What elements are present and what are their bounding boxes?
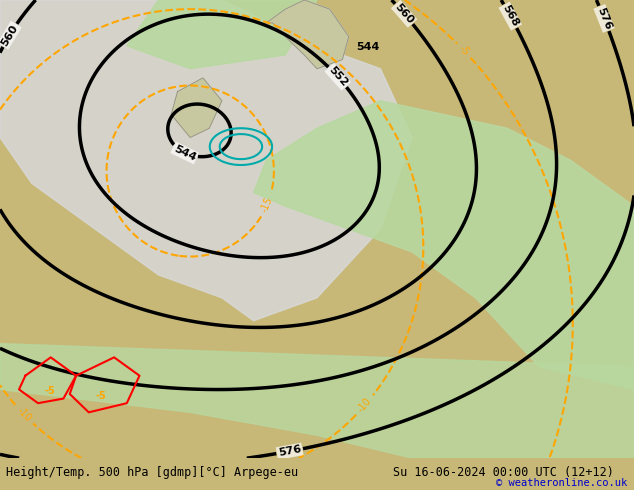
Polygon shape [0, 343, 634, 458]
Text: Su 16-06-2024 00:00 UTC (12+12): Su 16-06-2024 00:00 UTC (12+12) [393, 466, 614, 479]
Text: © weatheronline.co.uk: © weatheronline.co.uk [496, 478, 628, 489]
Text: -15: -15 [259, 196, 275, 214]
Text: 576: 576 [595, 6, 613, 31]
Text: -5: -5 [44, 386, 55, 396]
Polygon shape [0, 0, 412, 321]
Text: 576: 576 [277, 444, 302, 458]
Polygon shape [171, 78, 222, 138]
Text: 544: 544 [172, 143, 197, 163]
Polygon shape [127, 0, 317, 69]
Text: -5: -5 [457, 44, 471, 58]
Polygon shape [266, 0, 349, 69]
Text: Height/Temp. 500 hPa [gdmp][°C] Arpege-eu: Height/Temp. 500 hPa [gdmp][°C] Arpege-e… [6, 466, 299, 479]
Text: -10: -10 [15, 405, 33, 423]
Text: -5: -5 [95, 391, 106, 401]
Polygon shape [254, 101, 634, 390]
Text: -10: -10 [356, 396, 374, 415]
Text: 552: 552 [327, 65, 349, 89]
Text: 560: 560 [0, 23, 20, 48]
Text: 568: 568 [500, 3, 521, 29]
Text: 560: 560 [393, 2, 415, 26]
Text: 544: 544 [356, 43, 379, 52]
